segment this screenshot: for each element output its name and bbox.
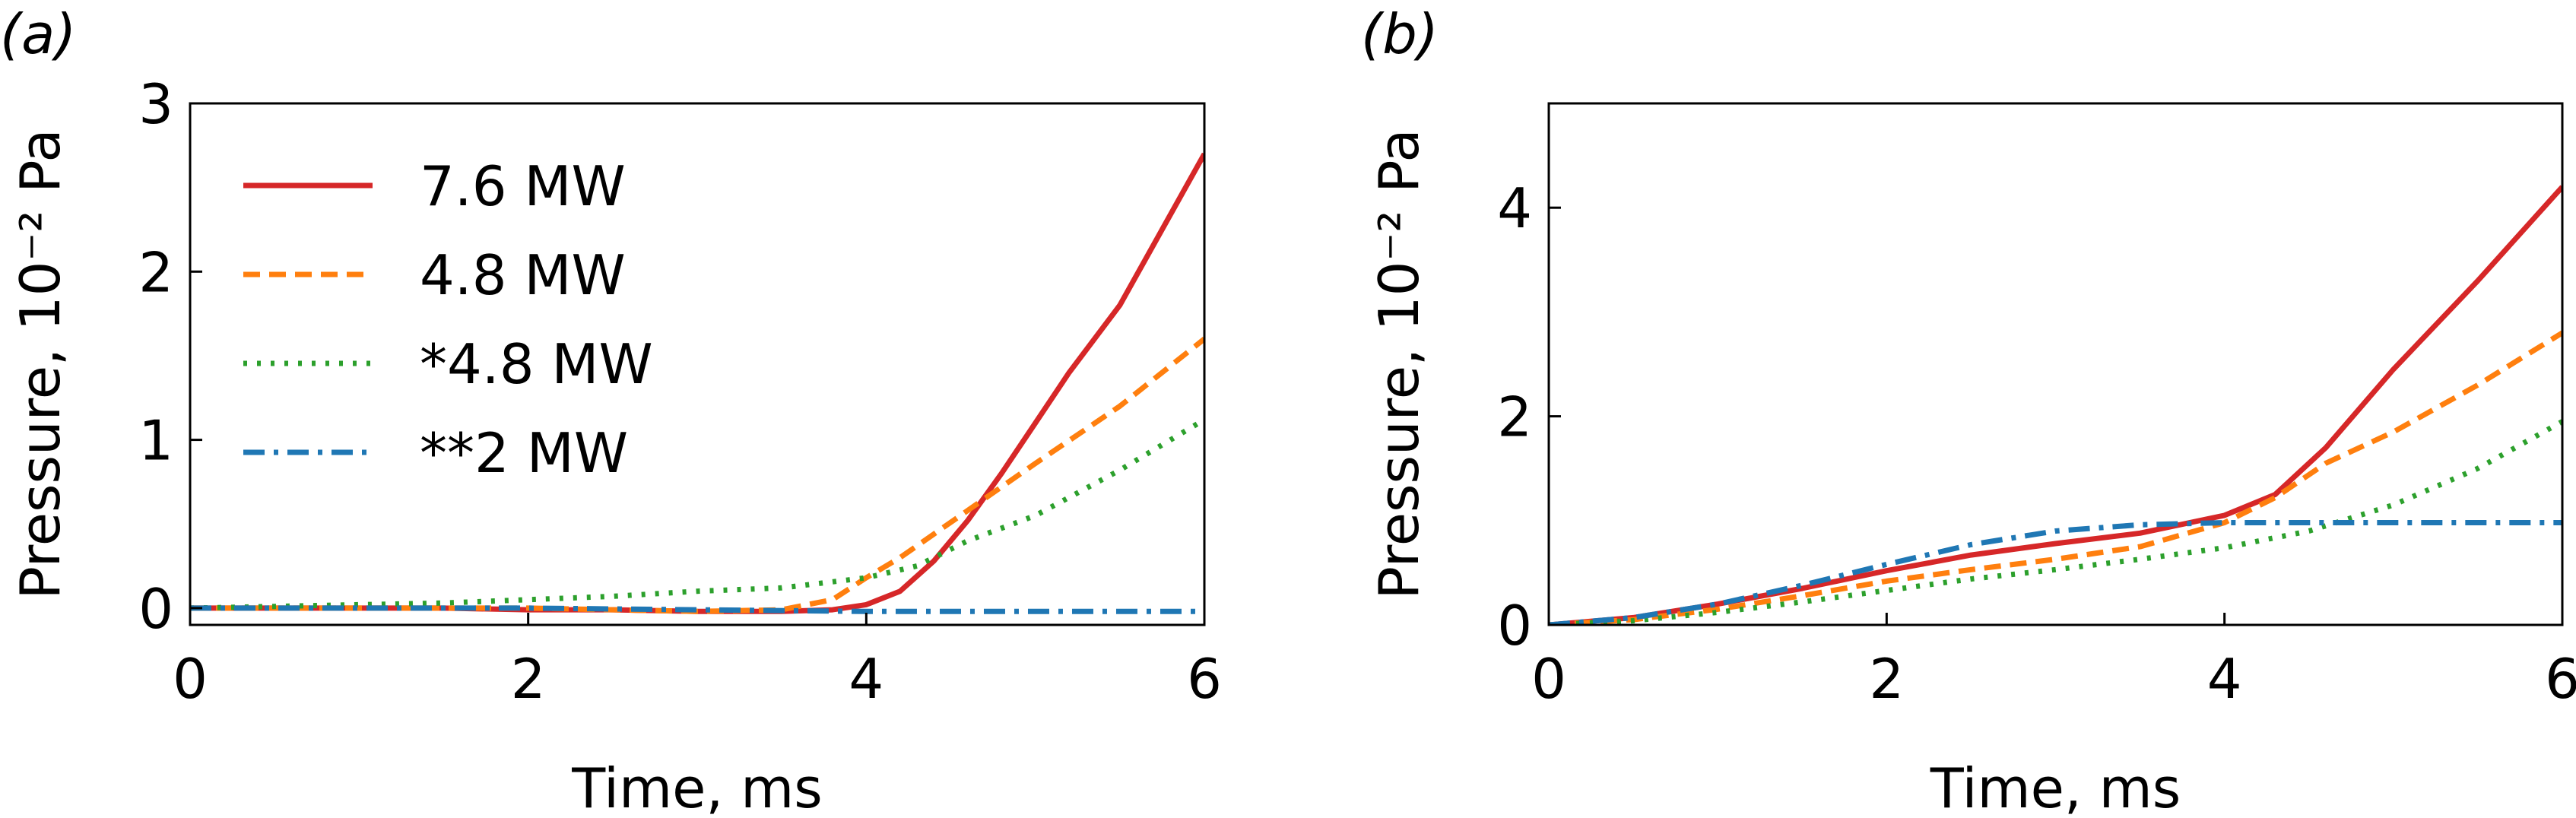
y-axis-label: Pressure, 10⁻² Pa	[1367, 129, 1431, 600]
y-tick-label: 3	[138, 72, 173, 136]
series-line-4-8-mw	[190, 337, 1204, 614]
series-line-2-mw	[1549, 520, 2562, 625]
plot-frame	[1547, 102, 2564, 626]
series-line-4-8-mw	[1549, 419, 2562, 625]
y-axis-label: Pressure, 10⁻² Pa	[8, 129, 72, 600]
legend-label: 4.8 MW	[420, 243, 626, 307]
series-line-4-8-mw	[190, 417, 1204, 611]
y-tick-label: 2	[1497, 385, 1532, 449]
legend-label: **2 MW	[420, 421, 628, 485]
y-tick-label: 1	[138, 409, 173, 473]
panel-label: (b)	[1361, 2, 1439, 66]
y-tick-label: 0	[138, 577, 173, 641]
x-tick-label: 4	[2207, 647, 2242, 711]
x-tick-label: 0	[1531, 647, 1566, 711]
y-tick-label: 4	[1497, 176, 1532, 240]
x-tick-label: 4	[849, 647, 884, 711]
x-tick-label: 2	[511, 647, 546, 711]
x-axis-label: Time, ms	[571, 756, 823, 815]
panel-label: (a)	[0, 2, 76, 66]
y-tick-label: 2	[138, 240, 173, 304]
legend-label: *4.8 MW	[420, 332, 653, 396]
series-line-7-6-mw	[190, 152, 1204, 614]
x-axis-label: Time, ms	[1930, 756, 2181, 815]
series-line-4-8-mw	[1549, 330, 2562, 625]
plot-frame	[189, 102, 1206, 626]
x-tick-label: 6	[1187, 647, 1222, 711]
x-tick-label: 0	[173, 647, 208, 711]
series-line-2-mw	[190, 605, 1204, 614]
x-tick-label: 6	[2545, 647, 2576, 711]
chart-panel-a: (a) 0 2 4 6 0 1 2 3 Time, ms Pressure, 10⁻² Pa 7.6 …	[0, 2, 1222, 818]
legend: 7.6 MW 4.8 MW *4.8 MW **2 MW	[243, 154, 653, 485]
legend-label: 7.6 MW	[420, 154, 626, 218]
y-tick-label: 0	[1497, 594, 1532, 658]
x-tick-label: 2	[1869, 647, 1904, 711]
series-line-7-6-mw	[1549, 185, 2562, 625]
chart-panel-b: (b) 0 2 4 6 0 2 4 Time, ms Pressure, 10⁻² Pa	[1361, 2, 2576, 818]
